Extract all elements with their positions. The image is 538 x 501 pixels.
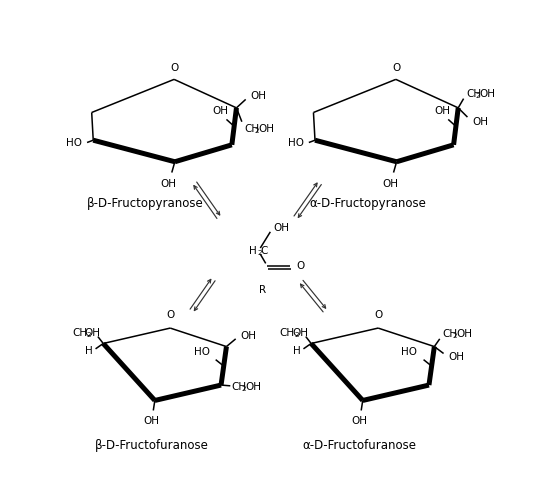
Text: 2: 2	[86, 332, 91, 338]
Text: CH: CH	[466, 89, 481, 99]
Text: CH: CH	[442, 329, 457, 339]
Text: OH: OH	[250, 91, 266, 101]
Text: O: O	[296, 262, 305, 272]
Text: CH: CH	[280, 328, 295, 338]
Text: HO: HO	[288, 138, 304, 148]
Text: OH: OH	[84, 328, 100, 338]
Text: α-D-Fructopyranose: α-D-Fructopyranose	[309, 197, 426, 210]
Text: OH: OH	[258, 124, 274, 134]
Text: R: R	[259, 285, 266, 295]
Text: CH: CH	[244, 124, 259, 134]
Text: OH: OH	[246, 382, 261, 392]
Text: 2: 2	[242, 386, 246, 391]
Text: O: O	[171, 63, 179, 73]
Text: OH: OH	[448, 352, 464, 362]
Text: OH: OH	[240, 331, 256, 341]
Text: OH: OH	[213, 106, 228, 116]
Text: 2: 2	[452, 333, 457, 339]
Text: OH: OH	[273, 223, 289, 233]
Text: HO: HO	[67, 138, 82, 148]
Text: 2: 2	[257, 250, 262, 256]
Text: OH: OH	[161, 179, 176, 189]
Text: 2: 2	[476, 93, 480, 99]
Text: β-D-Fructofuranose: β-D-Fructofuranose	[95, 439, 209, 452]
Text: HO: HO	[401, 347, 417, 357]
Text: β-D-Fructopyranose: β-D-Fructopyranose	[87, 197, 204, 210]
Text: OH: OH	[480, 89, 496, 99]
Text: HO: HO	[194, 347, 209, 357]
Text: OH: OH	[383, 179, 399, 189]
Text: α-D-Fructofuranose: α-D-Fructofuranose	[303, 439, 416, 452]
Text: OH: OH	[144, 416, 160, 426]
Text: OH: OH	[292, 328, 308, 338]
Text: 2: 2	[294, 332, 299, 338]
Text: CH: CH	[72, 328, 87, 338]
Text: C: C	[260, 246, 268, 256]
Text: OH: OH	[456, 329, 472, 339]
Text: H: H	[249, 246, 257, 256]
Text: H: H	[293, 346, 300, 356]
Text: H: H	[84, 346, 93, 356]
Text: O: O	[374, 311, 383, 320]
Text: 2: 2	[254, 128, 259, 134]
Text: OH: OH	[434, 106, 450, 116]
Text: O: O	[166, 311, 174, 320]
Text: O: O	[393, 63, 401, 73]
Text: OH: OH	[352, 416, 367, 426]
Text: CH: CH	[232, 382, 247, 392]
Text: OH: OH	[472, 117, 488, 127]
